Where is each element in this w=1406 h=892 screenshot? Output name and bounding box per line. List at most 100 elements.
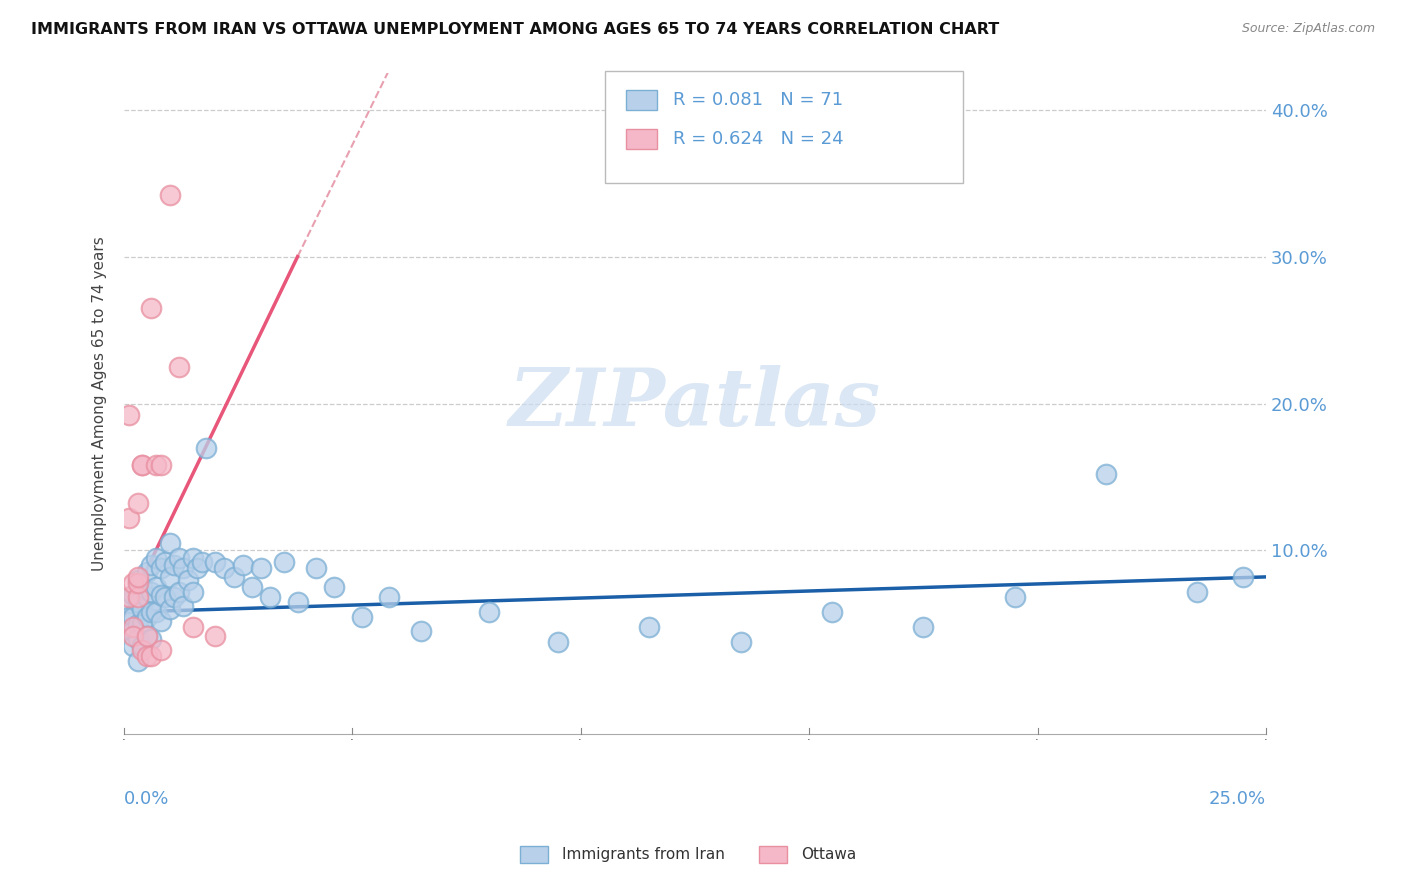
Point [145,458,167,473]
Point [117,511,139,525]
Point [145,580,167,594]
Point [127,654,149,668]
Text: Immigrants from Iran: Immigrants from Iran [562,847,725,862]
Point [167,550,190,565]
Point [177,573,200,587]
Text: ZIPatlas: ZIPatlas [509,365,882,442]
Point [214,561,236,575]
Point [638,620,661,634]
Point [232,558,254,573]
Point [172,561,194,575]
Point [730,634,752,648]
Point [323,580,346,594]
Point [135,629,157,643]
Point [163,591,186,605]
Point [159,536,181,550]
Point [135,609,157,624]
Point [122,609,145,624]
Point [222,570,245,584]
Point [117,595,139,609]
Point [186,561,208,575]
Point [167,584,190,599]
Point [135,566,157,580]
Point [912,620,935,634]
Point [287,595,309,609]
Point [821,605,844,619]
Point [145,550,167,565]
Point [181,620,204,634]
Point [131,458,153,473]
Text: R = 0.624   N = 24: R = 0.624 N = 24 [673,130,844,148]
Point [181,584,204,599]
Text: Ottawa: Ottawa [801,847,856,862]
Point [141,649,163,664]
Point [145,605,167,619]
Point [204,555,226,569]
Point [240,580,263,594]
Point [159,570,181,584]
Point [127,573,149,587]
Point [141,558,163,573]
Point [149,561,172,575]
Point [250,561,273,575]
Point [149,614,172,628]
Point [122,620,145,634]
Point [127,595,149,609]
Point [122,639,145,653]
Point [141,632,163,646]
Point [135,649,157,664]
Point [409,624,432,639]
Point [117,591,139,605]
Point [131,458,153,473]
Point [135,629,157,643]
Point [190,555,212,569]
Point [131,580,153,594]
Point [478,605,501,619]
Point [259,591,281,605]
Point [149,643,172,657]
Text: IMMIGRANTS FROM IRAN VS OTTAWA UNEMPLOYMENT AMONG AGES 65 TO 74 YEARS CORRELATIO: IMMIGRANTS FROM IRAN VS OTTAWA UNEMPLOYM… [31,22,1000,37]
Point [305,561,328,575]
Point [122,575,145,590]
Point [131,616,153,631]
Point [122,588,145,602]
Point [127,632,149,646]
Y-axis label: Unemployment Among Ages 65 to 74 years: Unemployment Among Ages 65 to 74 years [93,236,107,571]
Point [127,591,149,605]
Point [350,609,373,624]
Text: Source: ZipAtlas.com: Source: ZipAtlas.com [1241,22,1375,36]
Point [131,639,153,653]
Point [153,591,176,605]
Point [159,188,181,202]
Point [163,558,186,573]
Point [117,624,139,639]
Point [547,634,569,648]
Point [141,301,163,315]
Point [135,591,157,605]
Point [117,409,139,423]
Point [204,629,226,643]
Point [153,555,176,569]
Point [122,629,145,643]
Point [1004,591,1026,605]
Text: 25.0%: 25.0% [1209,790,1265,808]
Point [159,602,181,616]
Point [172,599,194,614]
Point [149,588,172,602]
Text: 0.0%: 0.0% [124,790,169,808]
Point [122,624,145,639]
Point [141,584,163,599]
Point [167,359,190,374]
Point [127,616,149,631]
Point [1187,584,1209,599]
Point [127,570,149,584]
Point [131,602,153,616]
Point [149,458,172,473]
Text: R = 0.081   N = 71: R = 0.081 N = 71 [673,91,844,109]
Point [117,609,139,624]
Point [1232,570,1254,584]
Point [141,605,163,619]
Point [273,555,295,569]
Point [181,550,204,565]
Point [378,591,401,605]
